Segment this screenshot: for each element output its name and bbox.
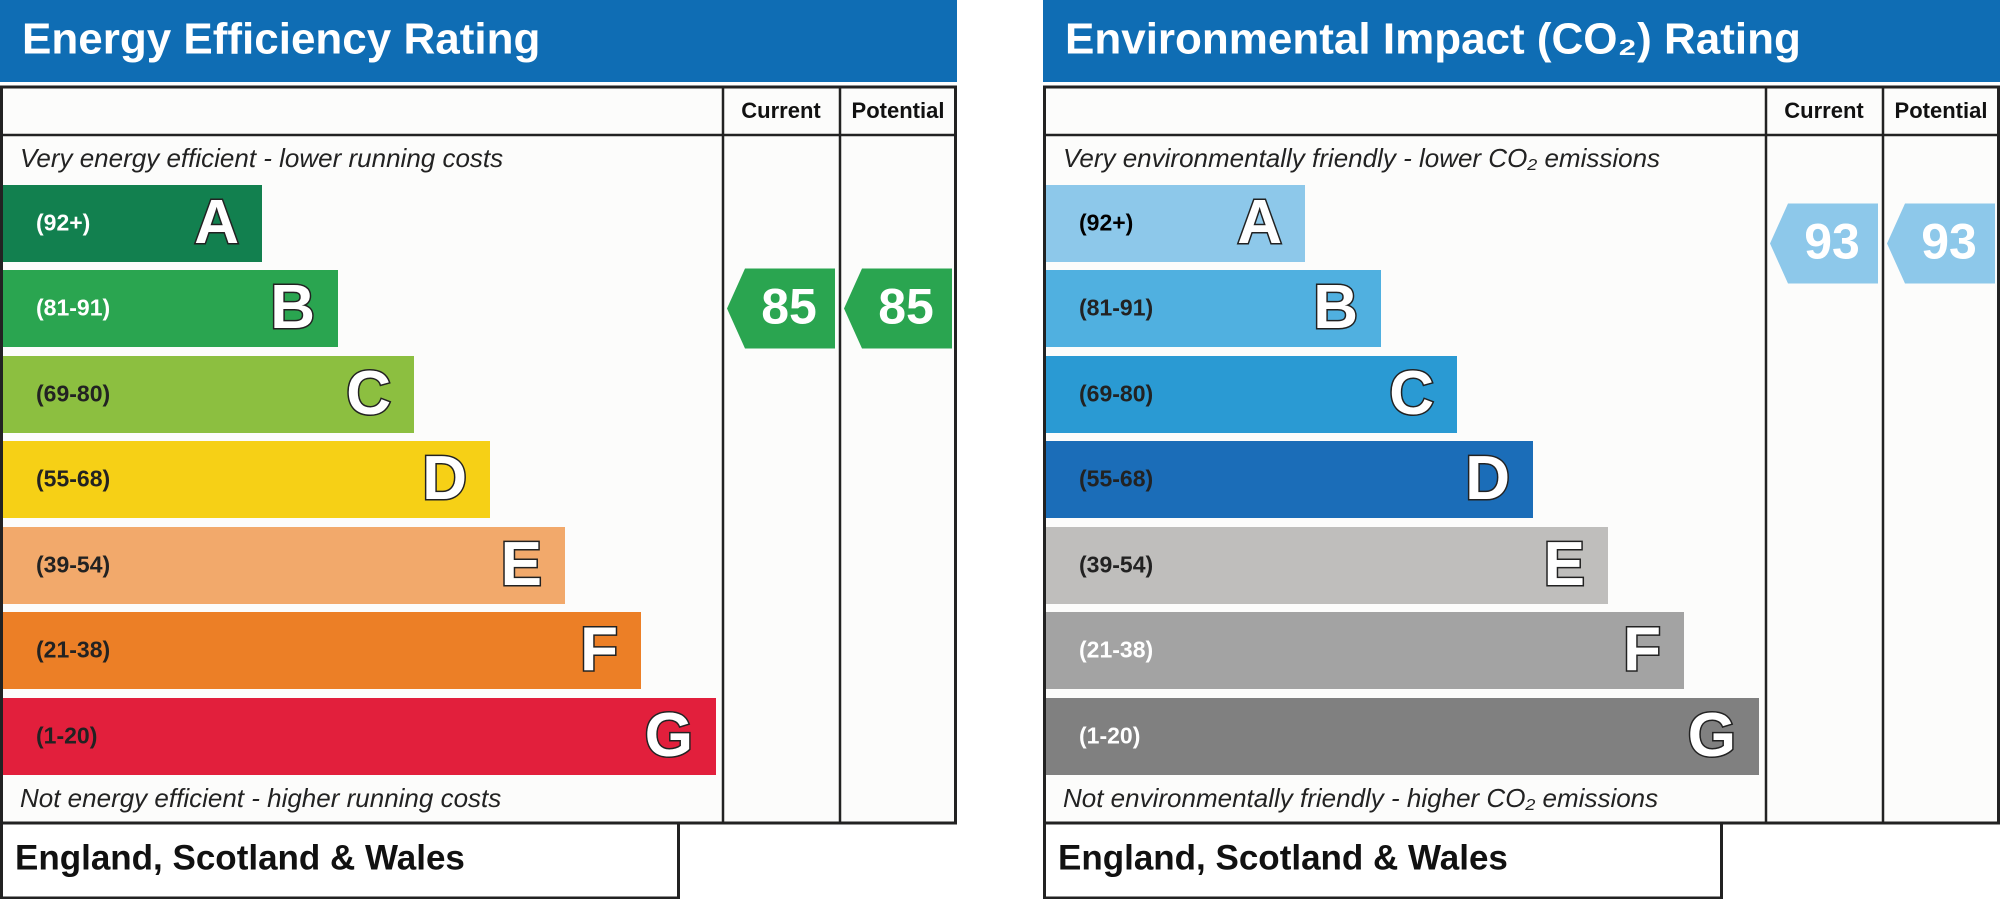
band-range: (81-91)	[1079, 295, 1153, 321]
band-letter: C	[1389, 359, 1434, 428]
rating-band	[3, 270, 338, 347]
band-letter: G	[645, 701, 693, 770]
panel-title: Energy Efficiency Rating	[22, 15, 540, 64]
bottom-note: Not energy efficient - higher running co…	[20, 783, 501, 813]
rating-band	[1046, 185, 1305, 262]
rating-arrow	[727, 268, 835, 349]
rating-value: 85	[761, 279, 817, 335]
column-header: Potential	[1895, 98, 1988, 123]
rating-band	[1046, 527, 1608, 604]
column-header: Current	[741, 98, 821, 123]
footer-text: England, Scotland & Wales	[15, 838, 465, 877]
band-letter: C	[346, 359, 391, 428]
rating-value: 93	[1804, 214, 1860, 270]
top-note: Very energy efficient - lower running co…	[20, 143, 503, 173]
title-bar	[0, 0, 957, 82]
band-letter: A	[1237, 188, 1282, 257]
band-letter: D	[422, 444, 467, 513]
rating-band	[3, 185, 262, 262]
band-letter: A	[194, 188, 239, 257]
rating-value: 93	[1921, 214, 1977, 270]
rating-arrow	[1887, 203, 1995, 284]
band-letter: F	[580, 615, 618, 684]
rating-band	[1046, 270, 1381, 347]
footer-bar	[1043, 821, 1723, 899]
band-letter: E	[501, 530, 542, 599]
band-range: (69-80)	[1079, 381, 1153, 407]
band-range: (92+)	[1079, 210, 1133, 236]
rating-band	[3, 698, 716, 775]
rating-band	[3, 356, 414, 433]
band-letter: F	[1623, 615, 1661, 684]
band-range: (92+)	[36, 210, 90, 236]
band-letter: E	[1544, 530, 1585, 599]
footer-bar	[0, 821, 680, 899]
band-range: (69-80)	[36, 381, 110, 407]
footer-text: England, Scotland & Wales	[1058, 838, 1508, 877]
rating-band	[1046, 356, 1457, 433]
rating-arrow	[1770, 203, 1878, 284]
rating-band	[1046, 612, 1684, 689]
band-letter: B	[270, 273, 315, 342]
rating-band	[3, 527, 565, 604]
rating-band	[3, 612, 641, 689]
rating-arrow	[844, 268, 952, 349]
title-bar	[1043, 0, 2000, 82]
band-range: (39-54)	[36, 552, 110, 578]
band-letter: B	[1313, 273, 1358, 342]
rating-panel: Energy Efficiency Rating Current Potential…	[0, 0, 957, 899]
top-note: Very environmentally friendly - lower CO…	[1063, 143, 1660, 173]
rating-band	[1046, 698, 1759, 775]
band-range: (21-38)	[36, 637, 110, 663]
rating-band	[1046, 441, 1533, 518]
band-range: (55-68)	[36, 466, 110, 492]
column-header: Potential	[852, 98, 945, 123]
panel-title: Environmental Impact (CO₂) Rating	[1065, 15, 1801, 64]
band-range: (55-68)	[1079, 466, 1153, 492]
band-letter: D	[1465, 444, 1510, 513]
band-range: (1-20)	[36, 723, 97, 749]
band-range: (81-91)	[36, 295, 110, 321]
band-range: (1-20)	[1079, 723, 1140, 749]
column-header: Current	[1784, 98, 1864, 123]
bottom-note: Not environmentally friendly - higher CO…	[1063, 783, 1658, 813]
band-letter: G	[1688, 701, 1736, 770]
rating-panel: Environmental Impact (CO₂) Rating Current…	[1043, 0, 2000, 899]
rating-band	[3, 441, 490, 518]
rating-value: 85	[878, 279, 934, 335]
band-range: (39-54)	[1079, 552, 1153, 578]
band-range: (21-38)	[1079, 637, 1153, 663]
